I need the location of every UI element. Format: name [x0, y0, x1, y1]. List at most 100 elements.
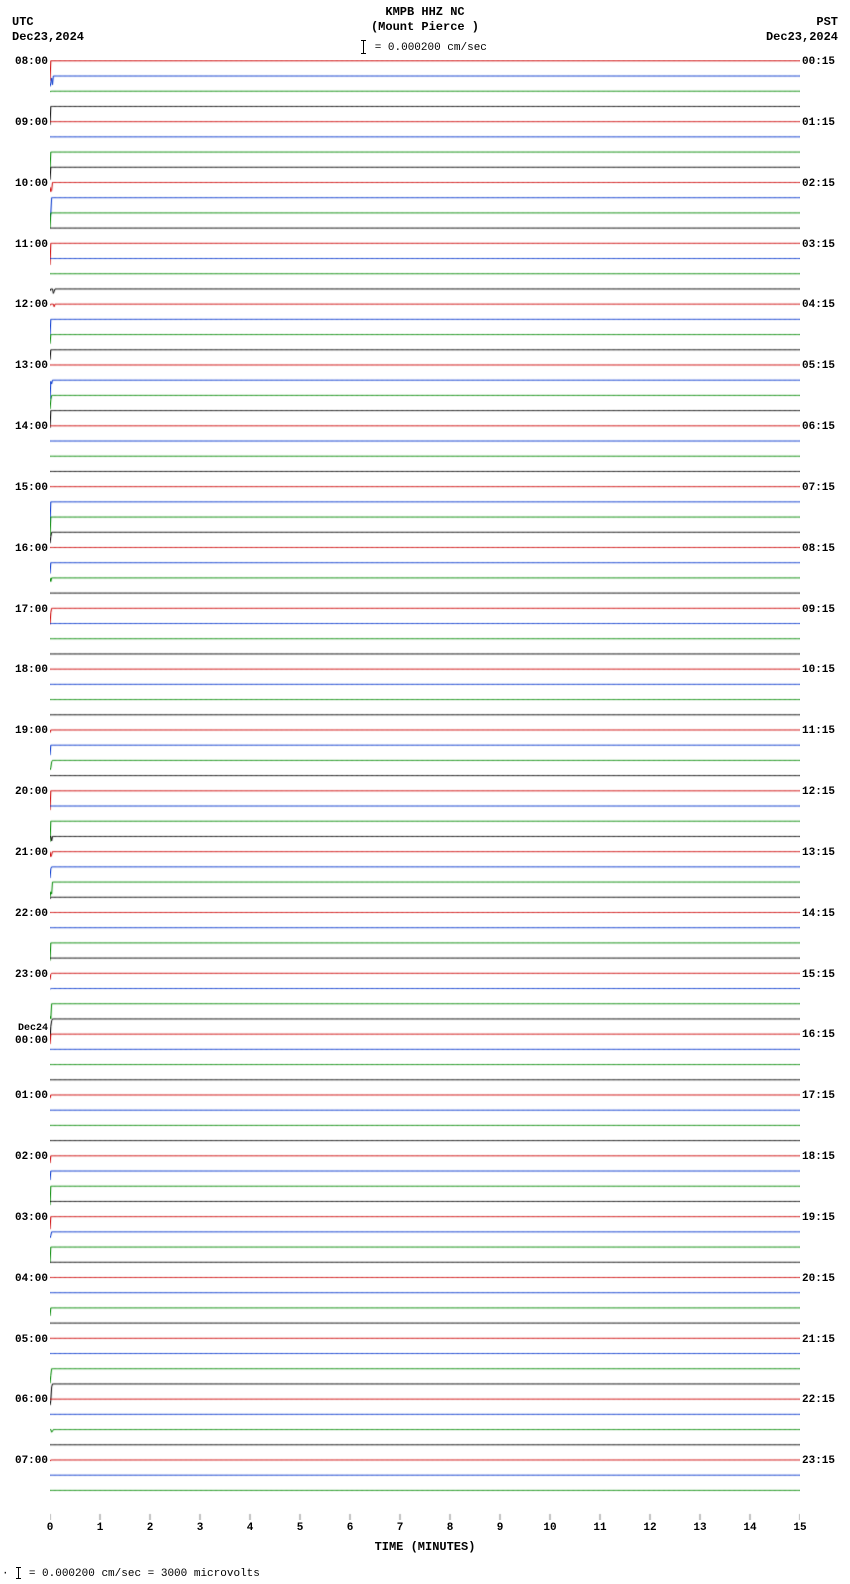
- y-tick-right: 08:15: [802, 543, 850, 555]
- y-tick-right: 15:15: [802, 969, 850, 981]
- y-tick-label: 16:00: [15, 543, 48, 555]
- y-tick-right: 22:15: [802, 1394, 850, 1406]
- y-tick-left: 12:00: [0, 299, 48, 311]
- x-tick: 7: [397, 1522, 404, 1534]
- y-tick-label: 13:00: [15, 360, 48, 372]
- seismogram-page: UTC Dec23,2024 KMPB HHZ NC (Mount Pierce…: [0, 0, 850, 1584]
- x-tick: 1: [97, 1522, 104, 1534]
- y-tick-label: 02:00: [15, 1151, 48, 1163]
- y-tick-left: Dec2400:00: [0, 1023, 48, 1047]
- x-axis-label: TIME (MINUTES): [50, 1540, 800, 1554]
- scale-bar-icon: [363, 40, 364, 54]
- y-tick-right: 02:15: [802, 178, 850, 190]
- x-tick: 5: [297, 1522, 304, 1534]
- y-tick-left: 06:00: [0, 1394, 48, 1406]
- y-tick-right: 14:15: [802, 908, 850, 920]
- y-tick-label: 01:00: [15, 1090, 48, 1102]
- y-tick-label: 19:00: [15, 725, 48, 737]
- y-tick-left: 19:00: [0, 725, 48, 737]
- y-tick-date: Dec24: [0, 1023, 48, 1035]
- y-tick-right: 04:15: [802, 299, 850, 311]
- footer-bar-icon: [18, 1567, 19, 1579]
- y-tick-left: 18:00: [0, 664, 48, 676]
- y-tick-left: 17:00: [0, 604, 48, 616]
- y-tick-left: 14:00: [0, 421, 48, 433]
- y-tick-label: 10:00: [15, 178, 48, 190]
- y-tick-right: 03:15: [802, 239, 850, 251]
- y-tick-right: 23:15: [802, 1455, 850, 1467]
- y-tick-left: 15:00: [0, 482, 48, 494]
- y-tick-left: 04:00: [0, 1273, 48, 1285]
- y-tick-right: 10:15: [802, 664, 850, 676]
- y-tick-right: 20:15: [802, 1273, 850, 1285]
- x-tick: 2: [147, 1522, 154, 1534]
- y-tick-right: 16:15: [802, 1029, 850, 1041]
- x-tick: 13: [693, 1522, 706, 1534]
- y-tick-right: 07:15: [802, 482, 850, 494]
- y-tick-label: 04:00: [15, 1273, 48, 1285]
- y-tick-right: 06:15: [802, 421, 850, 433]
- x-tick: 4: [247, 1522, 254, 1534]
- y-tick-right: 12:15: [802, 786, 850, 798]
- y-tick-left: 07:00: [0, 1455, 48, 1467]
- x-tick: 12: [643, 1522, 656, 1534]
- y-tick-label: 00:00: [15, 1035, 48, 1047]
- y-tick-label: 03:00: [15, 1212, 48, 1224]
- y-tick-right: 18:15: [802, 1151, 850, 1163]
- station-name: (Mount Pierce ): [371, 20, 479, 34]
- tz-right-label: PST: [816, 15, 838, 29]
- y-tick-label: 12:00: [15, 299, 48, 311]
- y-tick-right: 13:15: [802, 847, 850, 859]
- y-tick-left: 20:00: [0, 786, 48, 798]
- y-tick-left: 13:00: [0, 360, 48, 372]
- header-center: KMPB HHZ NC (Mount Pierce ): [0, 5, 850, 35]
- y-tick-right: 11:15: [802, 725, 850, 737]
- y-tick-right: 01:15: [802, 117, 850, 129]
- y-tick-left: 22:00: [0, 908, 48, 920]
- y-tick-left: 08:00: [0, 56, 48, 68]
- y-tick-label: 09:00: [15, 117, 48, 129]
- y-tick-left: 09:00: [0, 117, 48, 129]
- x-tick: 15: [793, 1522, 806, 1534]
- y-tick-left: 16:00: [0, 543, 48, 555]
- y-tick-label: 07:00: [15, 1455, 48, 1467]
- y-tick-label: 17:00: [15, 604, 48, 616]
- y-tick-label: 05:00: [15, 1334, 48, 1346]
- x-tick: 6: [347, 1522, 354, 1534]
- y-tick-left: 05:00: [0, 1334, 48, 1346]
- y-tick-label: 14:00: [15, 421, 48, 433]
- y-tick-label: 06:00: [15, 1394, 48, 1406]
- waveform-canvas: [50, 60, 800, 1520]
- y-tick-right: 05:15: [802, 360, 850, 372]
- y-tick-label: 11:00: [15, 239, 48, 251]
- scale-indicator: = 0.000200 cm/sec: [0, 40, 850, 54]
- y-axis-right: 00:1501:1502:1503:1504:1505:1506:1507:15…: [802, 60, 850, 1520]
- y-axis-left: 08:0009:0010:0011:0012:0013:0014:0015:00…: [0, 60, 48, 1520]
- y-tick-label: 20:00: [15, 786, 48, 798]
- station-code: KMPB HHZ NC: [385, 5, 464, 19]
- y-tick-label: 08:00: [15, 56, 48, 68]
- y-tick-right: 09:15: [802, 604, 850, 616]
- y-tick-right: 21:15: [802, 1334, 850, 1346]
- y-tick-left: 10:00: [0, 178, 48, 190]
- y-tick-left: 21:00: [0, 847, 48, 859]
- y-tick-right: 19:15: [802, 1212, 850, 1224]
- y-tick-label: 15:00: [15, 482, 48, 494]
- y-tick-left: 11:00: [0, 239, 48, 251]
- y-tick-left: 23:00: [0, 969, 48, 981]
- y-tick-left: 02:00: [0, 1151, 48, 1163]
- y-tick-right: 00:15: [802, 56, 850, 68]
- seismogram-plot: [50, 60, 800, 1520]
- x-tick: 10: [543, 1522, 556, 1534]
- footer-text: = 0.000200 cm/sec = 3000 microvolts: [29, 1568, 260, 1580]
- x-tick: 0: [47, 1522, 54, 1534]
- y-tick-left: 03:00: [0, 1212, 48, 1224]
- y-tick-label: 23:00: [15, 969, 48, 981]
- y-tick-label: 21:00: [15, 847, 48, 859]
- y-tick-right: 17:15: [802, 1090, 850, 1102]
- footer-scale: · = 0.000200 cm/sec = 3000 microvolts: [2, 1567, 260, 1580]
- y-tick-left: 01:00: [0, 1090, 48, 1102]
- x-tick: 11: [593, 1522, 606, 1534]
- x-tick: 9: [497, 1522, 504, 1534]
- y-tick-label: 22:00: [15, 908, 48, 920]
